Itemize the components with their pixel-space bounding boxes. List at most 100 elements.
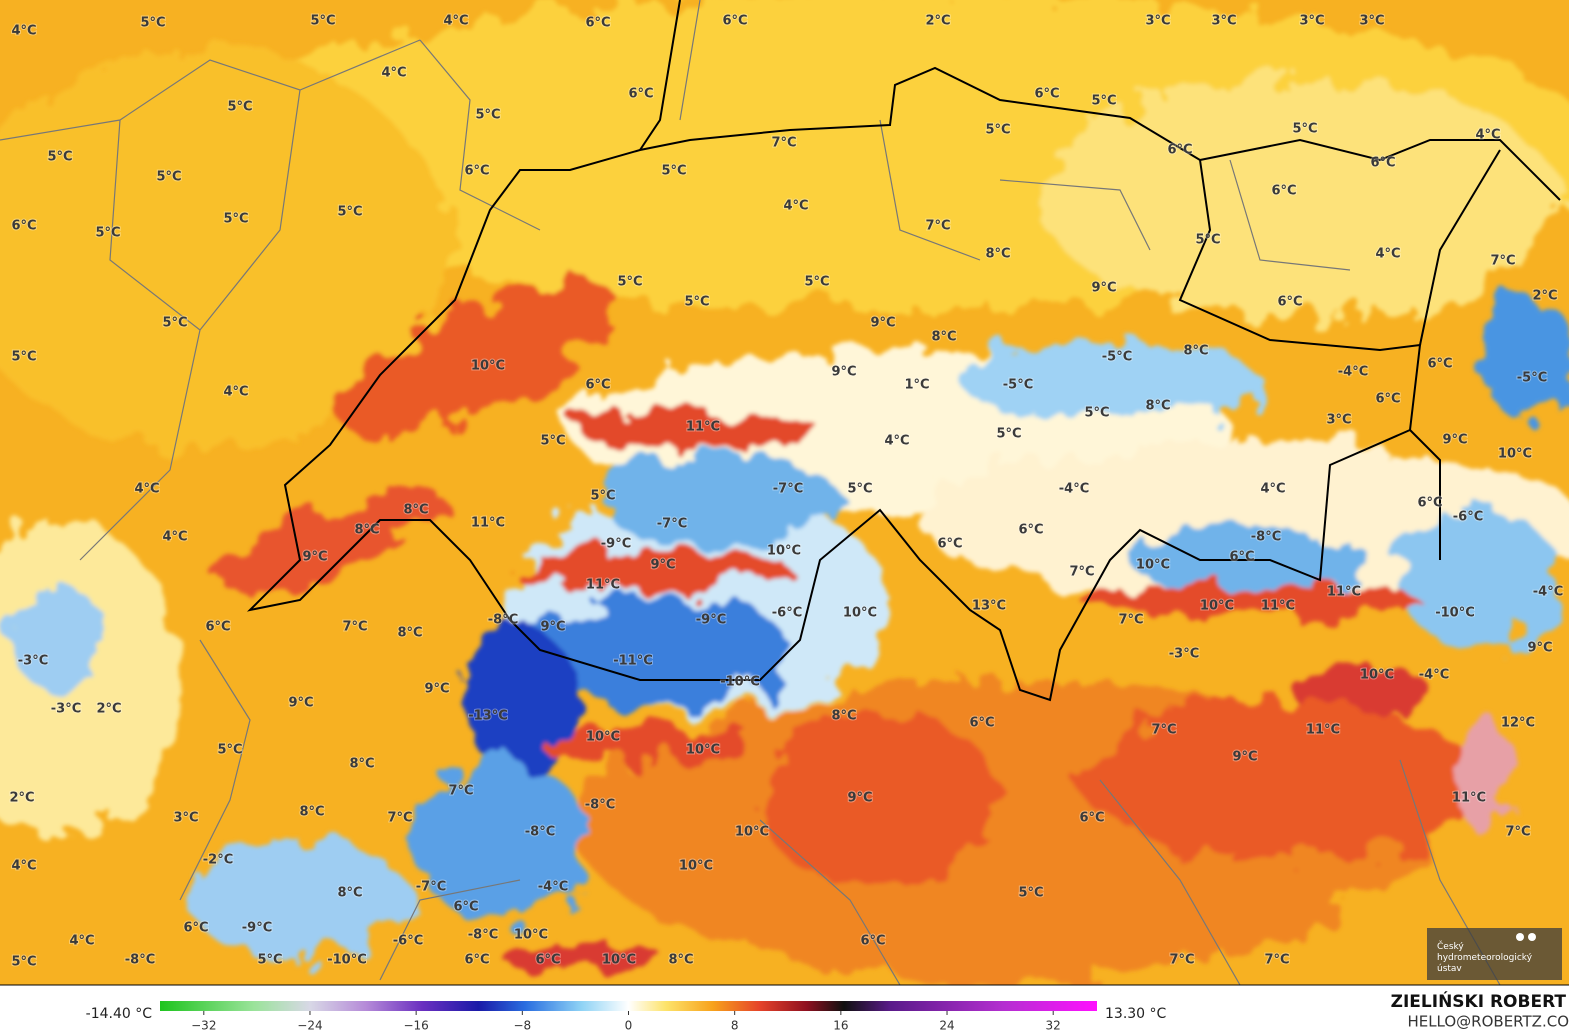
temperature-label: 5°C bbox=[996, 427, 1021, 442]
temperature-label: 4°C bbox=[69, 934, 94, 949]
temperature-label: 4°C bbox=[1260, 482, 1285, 497]
temperature-label: 9°C bbox=[424, 682, 449, 697]
temperature-label: 6°C bbox=[464, 953, 489, 968]
temperature-label: 9°C bbox=[1232, 750, 1257, 765]
temperature-label: -8°C bbox=[488, 613, 518, 628]
temperature-label: 6°C bbox=[937, 537, 962, 552]
temperature-label: 7°C bbox=[1118, 613, 1143, 628]
temperature-label: 4°C bbox=[11, 859, 36, 874]
temperature-label: 5°C bbox=[11, 955, 36, 970]
colorbar-tick-label: 16 bbox=[833, 1019, 848, 1033]
temperature-label: 6°C bbox=[11, 219, 36, 234]
temperature-label: 9°C bbox=[288, 696, 313, 711]
temperature-label: 5°C bbox=[661, 164, 686, 179]
temperature-label: 11°C bbox=[686, 420, 720, 435]
temperature-label: 10°C bbox=[767, 544, 801, 559]
temperature-label: 7°C bbox=[342, 620, 367, 635]
temperature-label: 12°C bbox=[1501, 716, 1535, 731]
temperature-label: 10°C bbox=[679, 859, 713, 874]
temperature-label: -9°C bbox=[601, 537, 631, 552]
temperature-label: 2°C bbox=[925, 14, 950, 29]
temperature-label: 10°C bbox=[1200, 599, 1234, 614]
temperature-label: 5°C bbox=[590, 489, 615, 504]
temperature-label: 6°C bbox=[1271, 184, 1296, 199]
temperature-label: -6°C bbox=[1453, 510, 1483, 525]
colorbar-tick-label: 32 bbox=[1046, 1019, 1061, 1033]
country-border bbox=[639, 0, 1561, 560]
author: ZIELIŃSKI ROBERT bbox=[1391, 990, 1567, 1012]
temperature-label: 8°C bbox=[299, 805, 324, 820]
temperature-label: 6°C bbox=[585, 16, 610, 31]
temperature-label: 10°C bbox=[735, 825, 769, 840]
temperature-label: 2°C bbox=[9, 791, 34, 806]
temperature-label: 5°C bbox=[1292, 122, 1317, 137]
temperature-label: 6°C bbox=[1375, 392, 1400, 407]
temperature-label: 6°C bbox=[1034, 87, 1059, 102]
logo-mark bbox=[1528, 933, 1536, 941]
temperature-label: 9°C bbox=[1442, 433, 1467, 448]
temperature-label: -10°C bbox=[720, 675, 760, 690]
temperature-label: 5°C bbox=[337, 205, 362, 220]
temperature-label: 4°C bbox=[1475, 128, 1500, 143]
temperature-label: 7°C bbox=[925, 219, 950, 234]
temperature-label: 6°C bbox=[205, 620, 230, 635]
temperature-label: -7°C bbox=[657, 517, 687, 532]
region-borders bbox=[0, 0, 1501, 985]
temperature-label: 3°C bbox=[1211, 14, 1236, 29]
colorbar-max: 13.30 °C bbox=[1105, 1006, 1167, 1022]
temperature-label: -6°C bbox=[772, 606, 802, 621]
temperature-label: 10°C bbox=[586, 730, 620, 745]
temperature-label: 8°C bbox=[337, 886, 362, 901]
temperature-label: 9°C bbox=[831, 365, 856, 380]
temperature-label: 5°C bbox=[617, 275, 642, 290]
temperature-label: -5°C bbox=[1003, 378, 1033, 393]
logo-text: hydrometeorologický bbox=[1437, 953, 1533, 963]
temperature-label: 6°C bbox=[1370, 156, 1395, 171]
temperature-label: 9°C bbox=[1527, 641, 1552, 656]
temperature-label: 5°C bbox=[95, 226, 120, 241]
temperature-label: -10°C bbox=[327, 953, 367, 968]
colorbar-min: -14.40 °C bbox=[86, 1006, 153, 1022]
temperature-label: 3°C bbox=[1359, 14, 1384, 29]
temperature-label: 6°C bbox=[464, 164, 489, 179]
temperature-label: 9°C bbox=[847, 791, 872, 806]
logo-box bbox=[1427, 928, 1562, 980]
colorbar-tick-label: −16 bbox=[403, 1019, 428, 1033]
temperature-label: -10°C bbox=[1435, 606, 1475, 621]
temperature-label: 7°C bbox=[1069, 565, 1094, 580]
temperature-label: 7°C bbox=[1505, 825, 1530, 840]
temperature-label: 9°C bbox=[540, 620, 565, 635]
temperature-label: 5°C bbox=[475, 108, 500, 123]
temperature-label: 11°C bbox=[586, 578, 620, 593]
logo-text: ústav bbox=[1437, 964, 1462, 974]
temperature-label: 4°C bbox=[134, 482, 159, 497]
temperature-label: 11°C bbox=[471, 516, 505, 531]
temperature-label: 8°C bbox=[403, 503, 428, 518]
temperature-label: 5°C bbox=[257, 953, 282, 968]
temperature-label: 4°C bbox=[162, 530, 187, 545]
temperature-label: 5°C bbox=[162, 316, 187, 331]
temperature-label: 11°C bbox=[1306, 723, 1340, 738]
colorbar-tick-label: −32 bbox=[191, 1019, 216, 1033]
temperature-label: -6°C bbox=[393, 934, 423, 949]
colorbar-tick-label: 24 bbox=[939, 1019, 954, 1033]
temperature-label: 4°C bbox=[884, 434, 909, 449]
temperature-label: 6°C bbox=[1277, 295, 1302, 310]
email: HELLO@ROBERTZ.CO bbox=[1407, 1013, 1569, 1031]
temperature-label: 9°C bbox=[1091, 281, 1116, 296]
temperature-label: 1°C bbox=[904, 378, 929, 393]
temperature-field: 4°C 5°C 5°C 4°C 6°C 6°C 2°C 3°C 3°C 3°C 3°C 4°C 5°C 5… bbox=[0, 0, 1569, 985]
temperature-label: 6°C bbox=[722, 14, 747, 29]
temperature-label: 10°C bbox=[1136, 558, 1170, 573]
temperature-label: -13°C bbox=[468, 709, 508, 724]
temperature-label: -4°C bbox=[538, 880, 568, 895]
temperature-label: 3°C bbox=[173, 811, 198, 826]
temperature-label: 5°C bbox=[804, 275, 829, 290]
temperature-label: 8°C bbox=[349, 757, 374, 772]
temperature-label: 6°C bbox=[628, 87, 653, 102]
temperature-label: 8°C bbox=[931, 330, 956, 345]
temperature-label: 5°C bbox=[540, 434, 565, 449]
temperature-label: 7°C bbox=[1264, 953, 1289, 968]
temperature-label: 8°C bbox=[354, 523, 379, 538]
temperature-label: 5°C bbox=[310, 14, 335, 29]
